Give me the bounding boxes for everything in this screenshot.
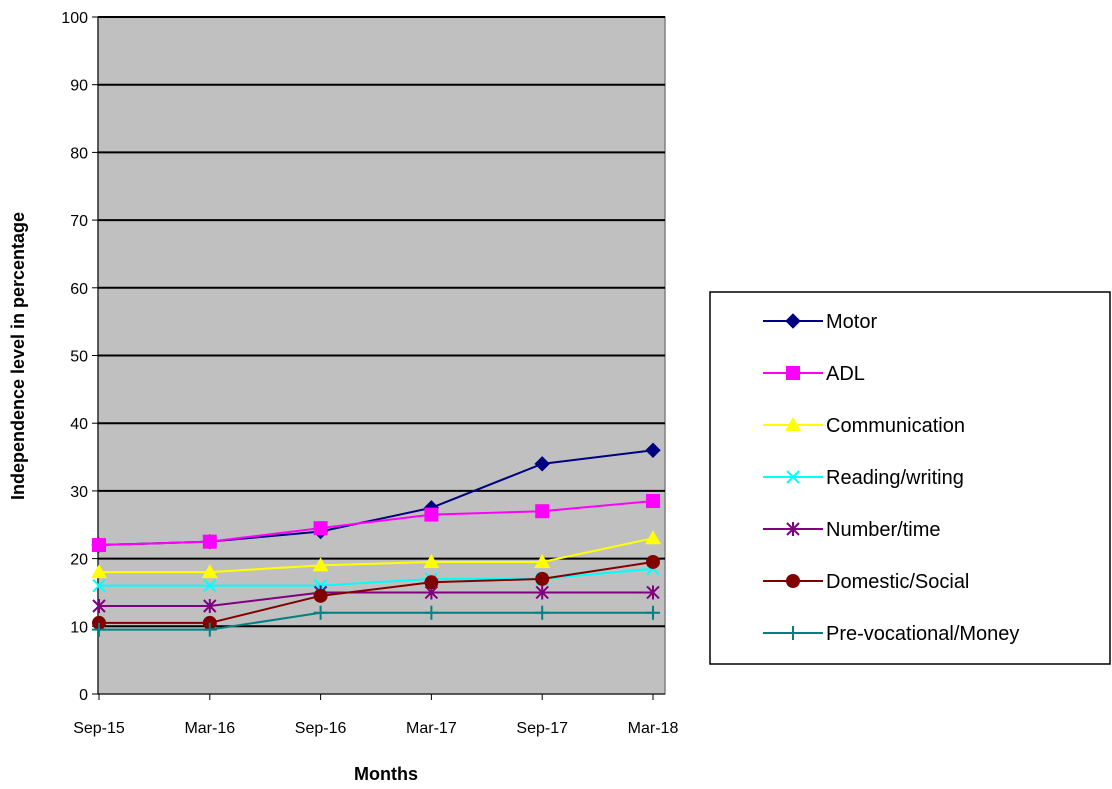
x-tick-label: Mar-18 <box>628 720 679 737</box>
data-point <box>786 366 800 380</box>
data-point <box>646 605 660 620</box>
series-line <box>98 500 654 547</box>
y-tick-label: 100 <box>61 10 88 27</box>
legend-item: Reading/writing <box>763 467 964 489</box>
y-axis-title: Independence level in percentage <box>8 212 28 500</box>
data-point <box>424 575 439 590</box>
y-tick-label: 50 <box>70 349 88 366</box>
y-tick-label: 60 <box>70 281 88 298</box>
data-point <box>535 605 550 620</box>
data-point <box>535 571 550 586</box>
series-line <box>99 611 653 631</box>
data-point <box>92 622 106 637</box>
data-point <box>534 553 551 568</box>
y-tick-label: 0 <box>79 687 88 704</box>
data-point <box>786 626 800 640</box>
y-tick-label: 30 <box>70 484 88 501</box>
series-line <box>99 567 654 587</box>
x-tick-label: Mar-16 <box>184 720 235 737</box>
legend-label: Pre-vocational/Money <box>826 623 1019 645</box>
y-tick-label: 70 <box>70 213 88 230</box>
y-tick-label: 20 <box>70 552 88 569</box>
series-line <box>99 537 654 574</box>
data-point <box>202 622 217 637</box>
legend-label: Domestic/Social <box>826 571 969 593</box>
legend-item: Motor <box>763 311 877 333</box>
legend-item: Communication <box>763 415 965 437</box>
legend-label: Reading/writing <box>826 467 964 489</box>
data-point <box>646 494 660 509</box>
series-line <box>99 591 653 607</box>
data-point <box>424 507 439 522</box>
data-point <box>203 598 217 613</box>
legend-label: ADL <box>826 363 865 385</box>
series-5 <box>92 554 660 630</box>
x-tick-label: Sep-17 <box>516 720 568 737</box>
data-point <box>202 534 217 549</box>
x-tick-label: Sep-16 <box>295 720 347 737</box>
data-point <box>203 578 217 593</box>
data-point <box>645 530 661 545</box>
series-1 <box>92 494 660 553</box>
data-point <box>645 442 661 458</box>
y-tick-label: 10 <box>70 619 88 636</box>
data-point <box>424 605 439 620</box>
legend-label: Motor <box>826 311 877 333</box>
legend-item: Domestic/Social <box>763 571 969 593</box>
x-axis-title: Months <box>354 764 418 784</box>
axes: 0 10 20 30 40 50 60 70 80 90 100 Sep-15 Mar-16 Sep-16… <box>61 10 678 737</box>
data-point <box>92 578 106 593</box>
data-point <box>313 521 328 536</box>
series-4 <box>92 585 660 613</box>
data-point <box>535 585 549 600</box>
data-point <box>785 313 801 329</box>
series-2 <box>91 530 661 579</box>
data-point <box>535 504 550 519</box>
y-tick-label: 40 <box>70 416 88 433</box>
series-line <box>99 560 654 624</box>
legend-label: Communication <box>826 415 965 437</box>
data-point <box>786 522 800 536</box>
data-point <box>201 564 218 579</box>
x-tick-label: Sep-15 <box>73 720 125 737</box>
data-point <box>92 538 106 553</box>
x-tick-label: Mar-17 <box>406 720 457 737</box>
data-point <box>534 456 550 472</box>
data-point <box>313 588 328 603</box>
data-point <box>313 605 328 620</box>
legend-item: Pre-vocational/Money <box>763 623 1019 645</box>
data-point <box>91 564 107 579</box>
data-point <box>423 553 440 568</box>
series-group <box>91 442 661 637</box>
legend-item: ADL <box>763 363 865 385</box>
data-point <box>646 554 660 569</box>
legend-label: Number/time <box>826 519 940 541</box>
series-6 <box>92 605 660 637</box>
legend: Motor ADL Communication Reading/writing Numb… <box>709 291 1111 665</box>
data-point <box>92 598 106 613</box>
data-point <box>786 470 800 484</box>
data-point <box>646 585 660 600</box>
y-tick-label: 80 <box>70 145 88 162</box>
legend-item: Number/time <box>763 519 940 541</box>
data-point <box>786 574 800 588</box>
data-point <box>312 557 329 572</box>
y-tick-label: 90 <box>70 78 88 95</box>
data-point <box>785 417 801 431</box>
